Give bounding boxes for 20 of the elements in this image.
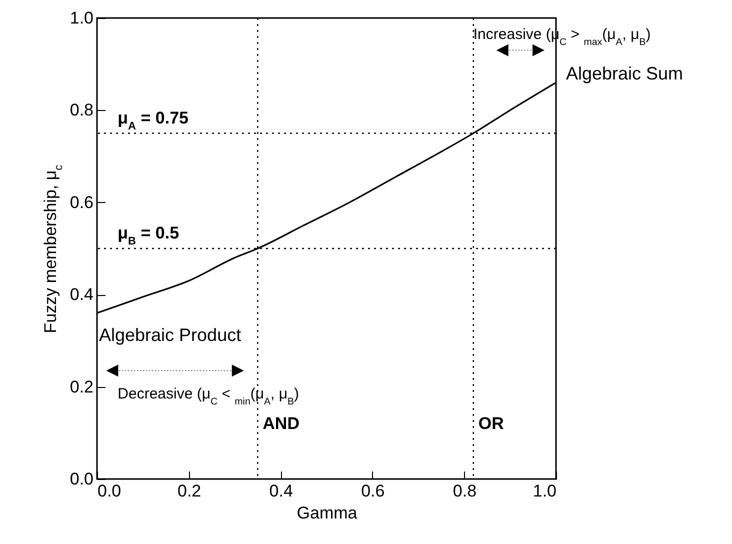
- y-tick-label: 1.0: [70, 8, 94, 28]
- x-tick-label: 0.2: [177, 482, 202, 500]
- x-tick-label: 0.4: [269, 482, 293, 500]
- text: Decreasive (μ$_{C}$ < $_{min}$(μ$_{A}$, μ$_{B}$): [118, 386, 300, 408]
- x-tick-label: 0.0: [98, 482, 122, 500]
- ref-line-label: μ$_{A}$ = 0.75: [118, 108, 189, 132]
- y-tick-label: 0.2: [70, 377, 94, 396]
- x-tick-label: 0.8: [452, 482, 477, 500]
- annotation: Algebraic Product: [99, 325, 242, 346]
- ref-line-label: μ$_{B}$ = 0.5: [118, 224, 180, 248]
- x-tick-label: 0.6: [361, 482, 385, 500]
- ref-line-label: OR: [478, 414, 504, 433]
- annotation: Algebraic Sum: [566, 64, 684, 84]
- y-tick-label: 0.0: [70, 470, 94, 488]
- y-tick-label: 0.8: [70, 100, 94, 120]
- y-tick-label: 0.6: [70, 192, 94, 212]
- x-tick-label: 1.0: [532, 482, 556, 500]
- ref-line-label: AND: [262, 414, 300, 433]
- y-tick-label: 0.4: [70, 285, 94, 304]
- x-axis-title: Gamma: [296, 504, 358, 522]
